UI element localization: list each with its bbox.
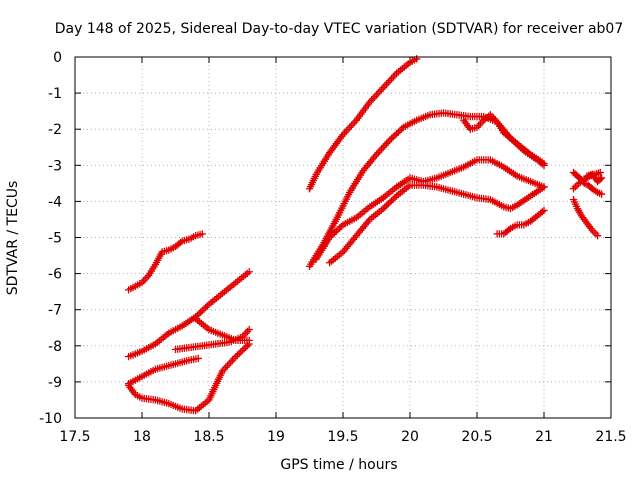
y-tick-label: -9 [48, 375, 62, 391]
data-point [245, 325, 253, 334]
point-series [191, 315, 253, 345]
data-point [245, 336, 253, 345]
y-tick-label: -5 [48, 231, 62, 247]
y-tick-label: -2 [48, 122, 62, 138]
y-tick-label: 0 [53, 50, 62, 66]
point-series [583, 170, 606, 186]
x-tick-label: 21 [535, 429, 553, 445]
point-series [569, 195, 602, 240]
grid-lines [74, 56, 612, 419]
y-tick-label: -4 [48, 194, 62, 210]
x-tick-label: 19.5 [327, 429, 358, 445]
data-point [540, 206, 548, 215]
point-series [124, 354, 202, 388]
data-point [596, 175, 604, 183]
data-point [540, 183, 548, 191]
data-point [245, 268, 253, 276]
y-tick-label: -7 [48, 303, 62, 319]
data-points [124, 55, 606, 415]
point-series [124, 230, 206, 294]
y-tick-label: -8 [48, 339, 62, 355]
y-tick-label: -6 [48, 267, 62, 283]
x-tick-label: 17.5 [59, 429, 90, 445]
data-point [597, 174, 606, 182]
x-tick-label: 20 [401, 429, 419, 445]
point-series [124, 340, 253, 415]
y-axis-label: SDTVAR / TECUs [5, 181, 21, 296]
x-tick-label: 19 [267, 429, 285, 445]
data-point [597, 190, 606, 198]
point-series [325, 181, 548, 267]
y-tick-label: -1 [48, 86, 62, 102]
x-tick-label: 20.5 [461, 429, 492, 445]
data-point [596, 168, 604, 177]
x-tick-label: 21.5 [595, 429, 626, 445]
point-series [305, 55, 421, 193]
chart-title: Day 148 of 2025, Sidereal Day-to-day VTE… [55, 21, 624, 37]
plot-frame [74, 56, 612, 419]
data-point [593, 232, 602, 240]
x-tick-labels: 17.5 18 18.5 19 19.5 20 20.5 21 21.5 [59, 429, 626, 445]
y-tick-labels: 0 -1 -2 -3 -4 -5 -6 -7 -8 -9 -10 [39, 50, 62, 427]
y-tick-label: -3 [48, 158, 62, 174]
x-axis-label: GPS time / hours [280, 457, 397, 473]
point-series [459, 111, 548, 168]
x-tick-label: 18 [133, 429, 151, 445]
data-point [198, 230, 206, 238]
y-tick-label: -10 [39, 411, 62, 427]
point-series [493, 206, 548, 238]
x-tick-label: 18.5 [193, 429, 224, 445]
data-point [194, 354, 202, 363]
data-point [540, 159, 548, 168]
